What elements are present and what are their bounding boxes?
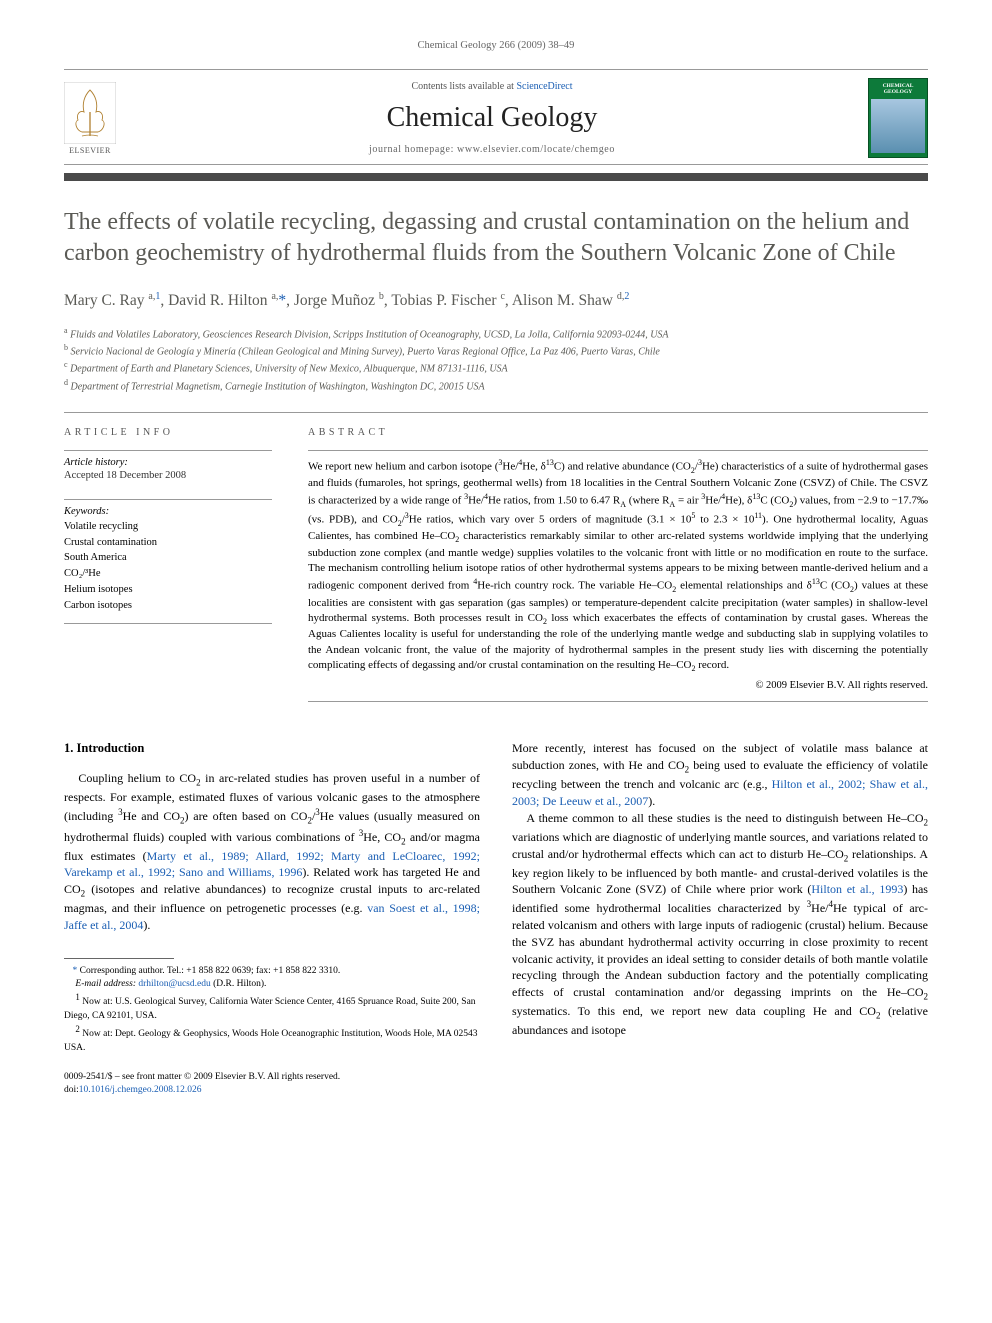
history-heading: Article history: <box>64 457 272 468</box>
footnote-2: Now at: Dept. Geology & Geophysics, Wood… <box>64 1029 478 1052</box>
elsevier-logo: ELSEVIER <box>64 82 116 155</box>
affiliation-line: a Fluids and Volatiles Laboratory, Geosc… <box>64 325 928 342</box>
journal-name: Chemical Geology <box>134 102 850 134</box>
running-head: Chemical Geology 266 (2009) 38–49 <box>64 40 928 51</box>
journal-masthead: ELSEVIER Contents lists available at Sci… <box>64 69 928 165</box>
body-paragraph: A theme common to all these studies is t… <box>512 810 928 1039</box>
doi-prefix: doi: <box>64 1085 79 1095</box>
publisher-name: ELSEVIER <box>69 146 111 155</box>
homepage-url: www.elsevier.com/locate/chemgeo <box>457 144 615 155</box>
keyword: CO₂/³He <box>64 566 272 582</box>
abstract-text: We report new helium and carbon isotope … <box>308 450 928 675</box>
cover-title: CHEMICAL GEOLOGY <box>871 83 925 95</box>
affiliation-line: b Servicio Nacional de Geología y Minerí… <box>64 342 928 359</box>
keyword: Crustal contamination <box>64 535 272 551</box>
front-matter-line: 0009-2541/$ – see front matter © 2009 El… <box>64 1071 480 1084</box>
footnote-rule <box>64 958 174 959</box>
history-body: Accepted 18 December 2008 <box>64 470 272 481</box>
journal-cover-thumbnail: CHEMICAL GEOLOGY <box>868 78 928 158</box>
cover-image <box>871 99 925 153</box>
keywords-heading: Keywords: <box>64 506 272 517</box>
contents-prefix: Contents lists available at <box>411 81 516 92</box>
page-footer: 0009-2541/$ – see front matter © 2009 El… <box>64 1071 480 1098</box>
masthead-separator <box>64 173 928 181</box>
email-label: E-mail address: <box>75 979 136 989</box>
keyword: Volatile recycling <box>64 519 272 535</box>
keyword: Helium isotopes <box>64 582 272 598</box>
affiliation-line: c Department of Earth and Planetary Scie… <box>64 359 928 376</box>
article-info-label: article info <box>64 427 272 438</box>
footnotes: * Corresponding author. Tel.: +1 858 822… <box>64 965 480 1055</box>
footnote-1: Now at: U.S. Geological Survey, Californ… <box>64 998 476 1021</box>
keywords-list: Volatile recyclingCrustal contaminationS… <box>64 519 272 614</box>
author-list: Mary C. Ray a,1, David R. Hilton a,*, Jo… <box>64 291 928 310</box>
tree-icon <box>64 82 116 144</box>
author-email-link[interactable]: drhilton@ucsd.edu <box>138 979 210 989</box>
abstract-label: abstract <box>308 427 928 438</box>
email-author-name: (D.R. Hilton). <box>213 979 266 989</box>
homepage-prefix: journal homepage: <box>369 144 457 155</box>
sciencedirect-link[interactable]: ScienceDirect <box>516 81 572 92</box>
corresponding-author-note: Corresponding author. Tel.: +1 858 822 0… <box>80 966 341 976</box>
affiliation-line: d Department of Terrestrial Magnetism, C… <box>64 377 928 394</box>
contents-list-line: Contents lists available at ScienceDirec… <box>134 81 850 92</box>
affiliation-list: a Fluids and Volatiles Laboratory, Geosc… <box>64 325 928 394</box>
section-heading-1: 1. Introduction <box>64 740 480 758</box>
keyword: South America <box>64 550 272 566</box>
abstract-copyright: © 2009 Elsevier B.V. All rights reserved… <box>308 680 928 702</box>
keyword: Carbon isotopes <box>64 598 272 614</box>
article-title: The effects of volatile recycling, degas… <box>64 207 928 269</box>
doi-link[interactable]: 10.1016/j.chemgeo.2008.12.026 <box>79 1085 202 1095</box>
journal-homepage: journal homepage: www.elsevier.com/locat… <box>134 144 850 155</box>
body-paragraph: Coupling helium to CO2 in arc-related st… <box>64 770 480 934</box>
body-paragraph: More recently, interest has focused on t… <box>512 740 928 809</box>
